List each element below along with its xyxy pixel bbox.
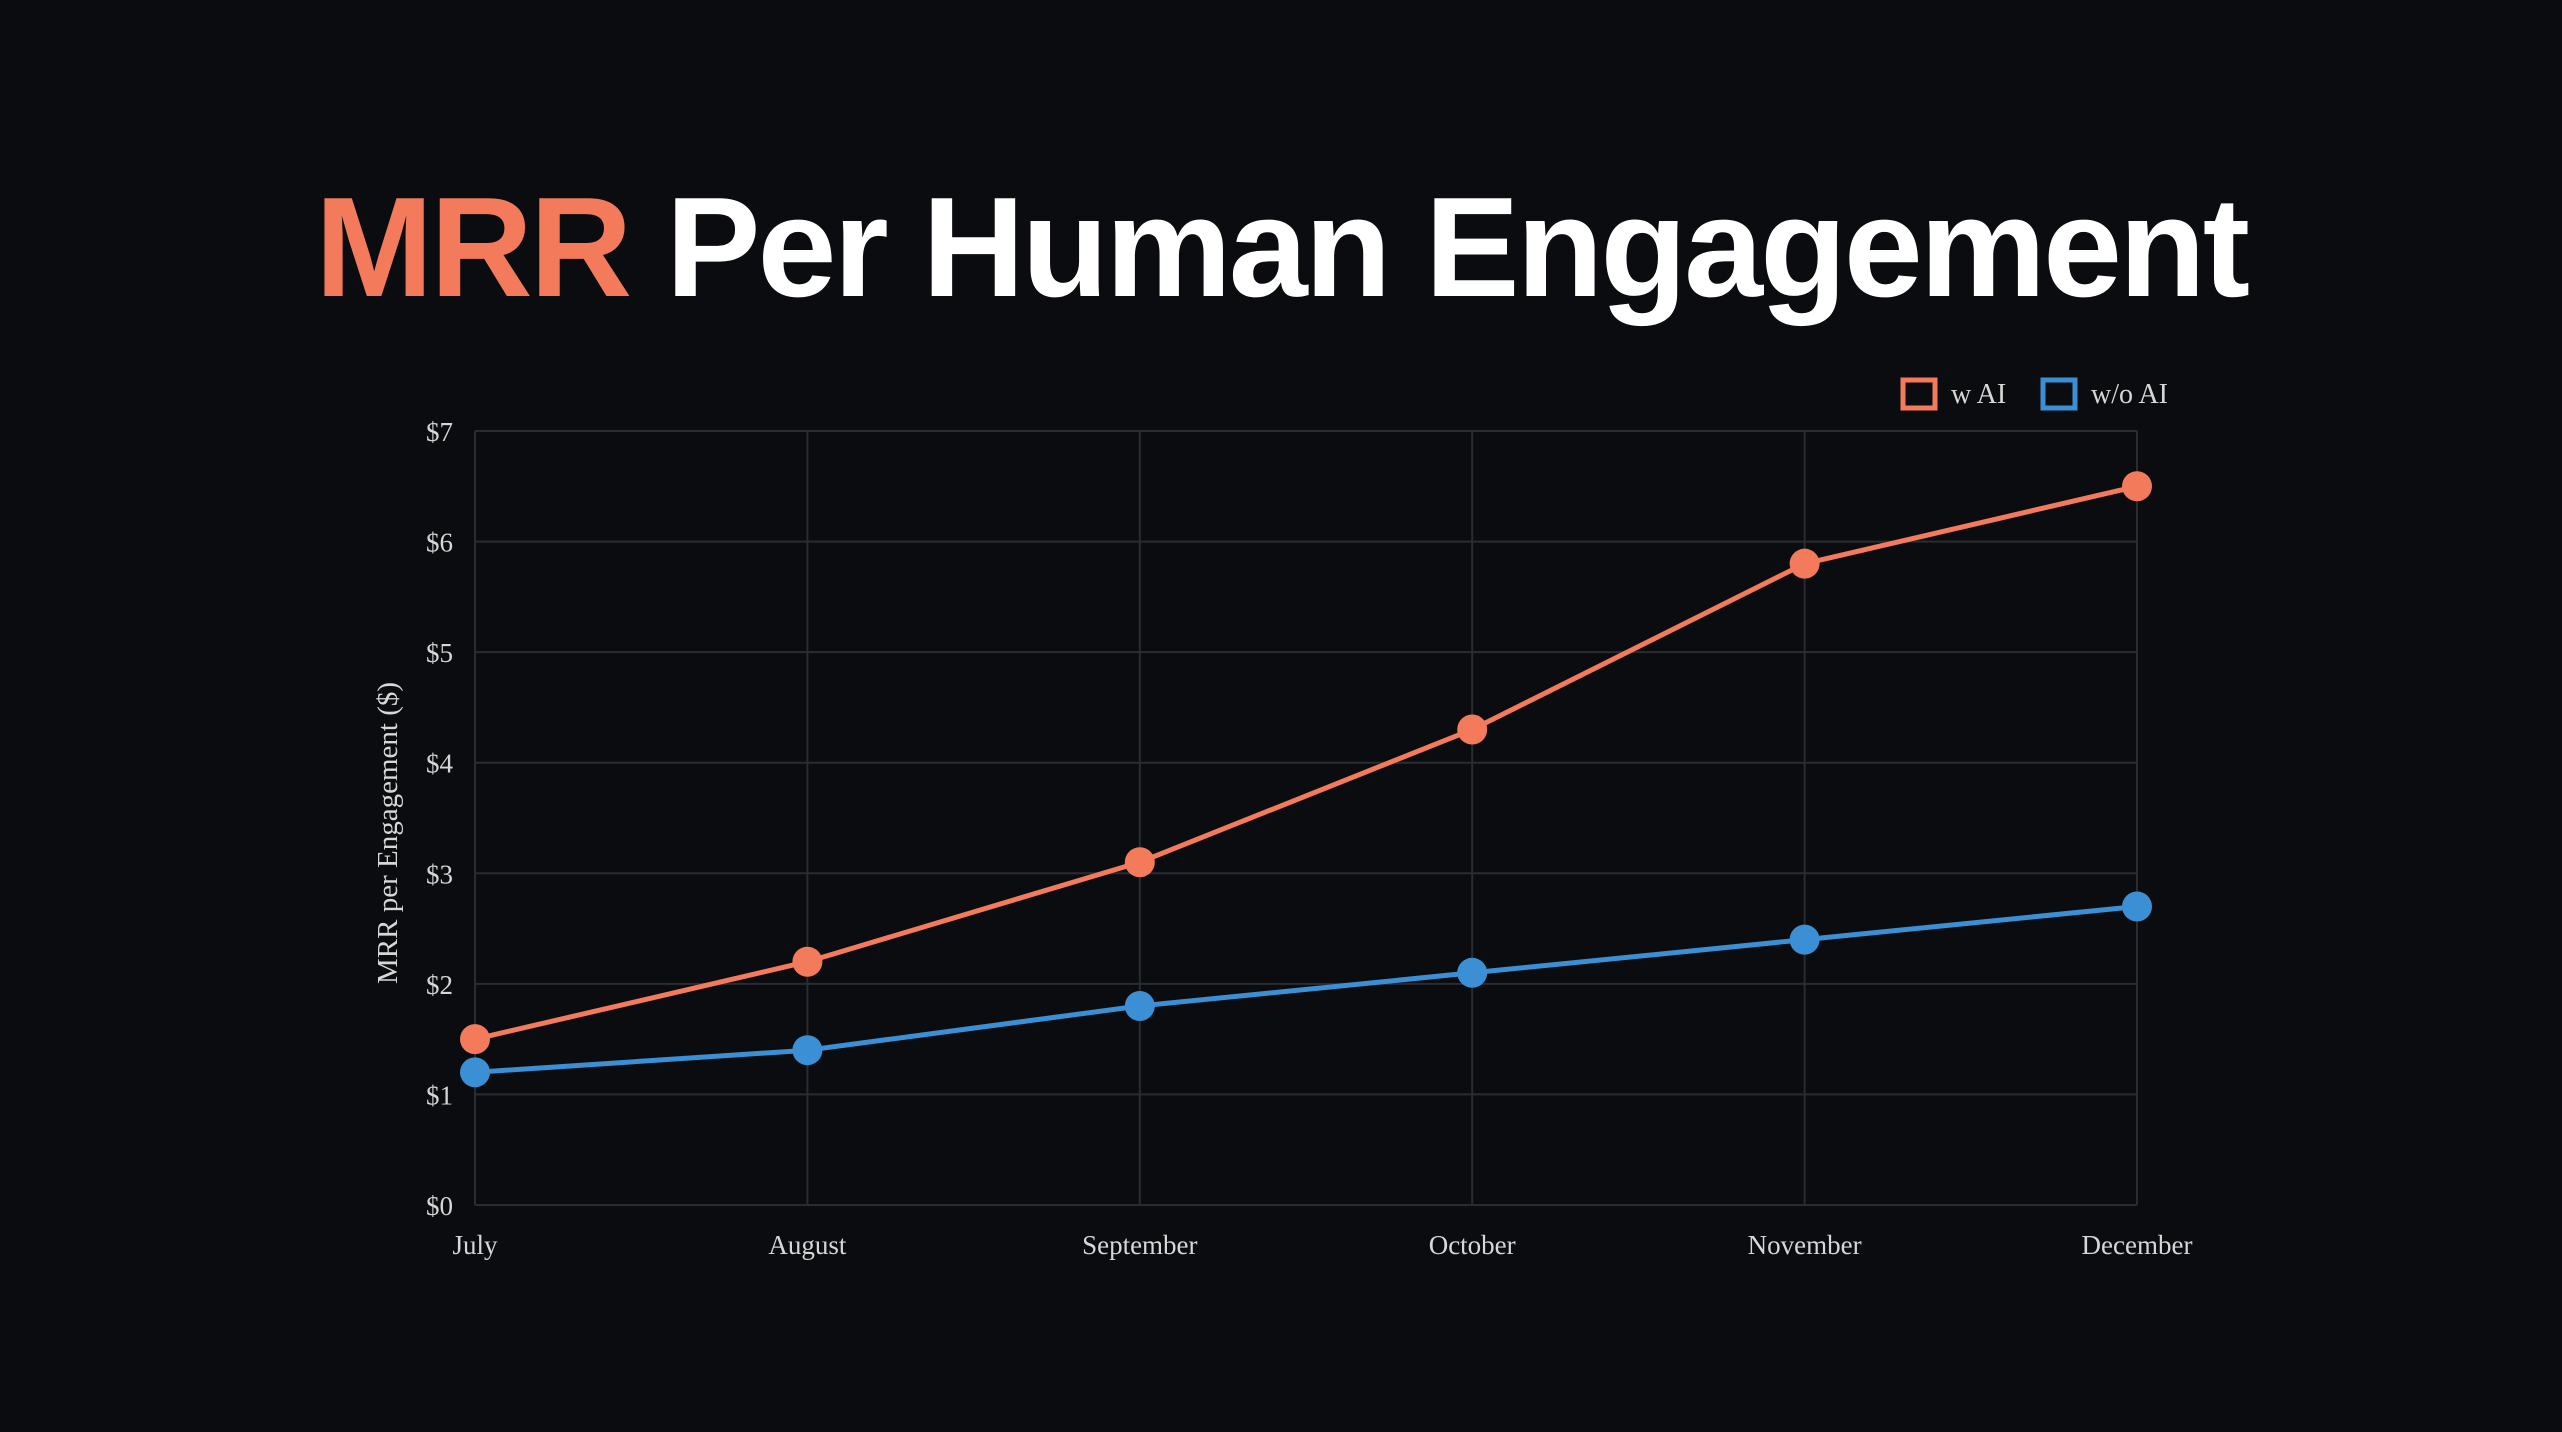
x-tick-label: August (768, 1230, 847, 1260)
axes: $0 $1 $2 $3 $4 $5 $6 $7 July August September Octob… (372, 417, 2192, 1260)
y-tick-label: $2 (426, 970, 453, 1000)
x-tick-label: July (452, 1230, 498, 1260)
y-axis-title: MRR per Engagement ($) (372, 682, 404, 984)
data-point (1124, 847, 1155, 878)
grid (474, 430, 2138, 1206)
data-point (460, 1024, 490, 1055)
data-point (2122, 891, 2152, 922)
legend-label: w/o AI (2091, 379, 2168, 410)
page-title: MRR Per Human Engagement (0, 168, 2562, 328)
x-tick-label: October (1429, 1230, 1516, 1260)
x-tick-label: November (1748, 1230, 1862, 1260)
data-point (1457, 957, 1488, 988)
y-tick-label: $7 (426, 417, 453, 447)
data-point (460, 1057, 490, 1088)
data-point (1789, 548, 1820, 579)
y-tick-label: $5 (426, 638, 453, 668)
legend-swatch (1900, 377, 1938, 411)
y-tick-label: $0 (426, 1191, 453, 1221)
data-point (1457, 714, 1488, 745)
y-tick-label: $1 (426, 1080, 453, 1110)
title-accent: MRR (314, 168, 632, 327)
data-point (1124, 990, 1155, 1021)
series-line-1 (472, 903, 2140, 1075)
y-tick-label: $3 (426, 859, 453, 889)
legend: w AI w/o AI (1900, 377, 2168, 411)
x-tick-label: December (2082, 1230, 2193, 1260)
y-tick-label: $6 (426, 528, 453, 558)
title-rest: Per Human Engagement (629, 168, 2250, 327)
legend-label: w AI (1951, 379, 2006, 410)
data-point (792, 946, 823, 977)
series (460, 471, 2152, 1088)
data-point (792, 1035, 823, 1066)
data-point (1789, 924, 1820, 955)
series-line-0 (472, 483, 2140, 1042)
y-tick-label: $4 (426, 749, 454, 779)
x-tick-label: September (1082, 1230, 1197, 1260)
data-point (2122, 471, 2152, 502)
legend-swatch (2040, 377, 2078, 411)
